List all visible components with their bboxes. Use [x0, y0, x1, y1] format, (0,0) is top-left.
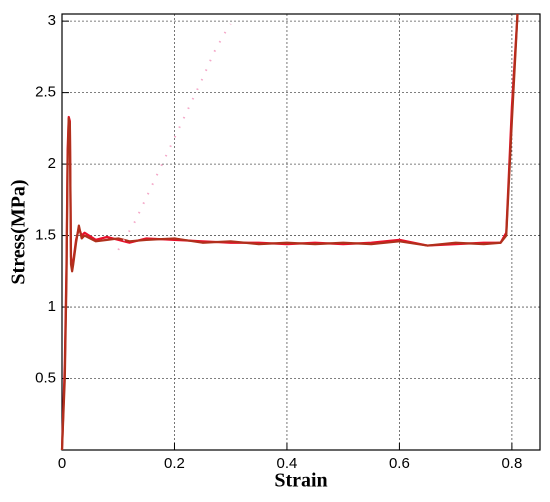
x-tick-label: 0.2 — [164, 455, 185, 472]
y-tick-label: 2.5 — [35, 84, 56, 101]
plot-frame — [61, 13, 541, 451]
x-tick-label: 0.6 — [389, 455, 410, 472]
x-axis-label: Strain — [274, 470, 327, 492]
y-axis-label: Stress(MPa) — [8, 179, 30, 284]
y-tick-label: 1.5 — [35, 227, 56, 244]
y-tick-label: 1 — [48, 298, 56, 315]
data-line — [60, 13, 519, 451]
y-tick-label: 0.5 — [35, 369, 56, 386]
y-tick-label: 3 — [48, 12, 56, 29]
y-tick-label: 2 — [48, 155, 56, 172]
x-tick-label: 0 — [58, 455, 66, 472]
data-line — [60, 13, 519, 451]
x-tick-label: 0.4 — [277, 455, 298, 472]
x-tick-label: 0.8 — [501, 455, 522, 472]
